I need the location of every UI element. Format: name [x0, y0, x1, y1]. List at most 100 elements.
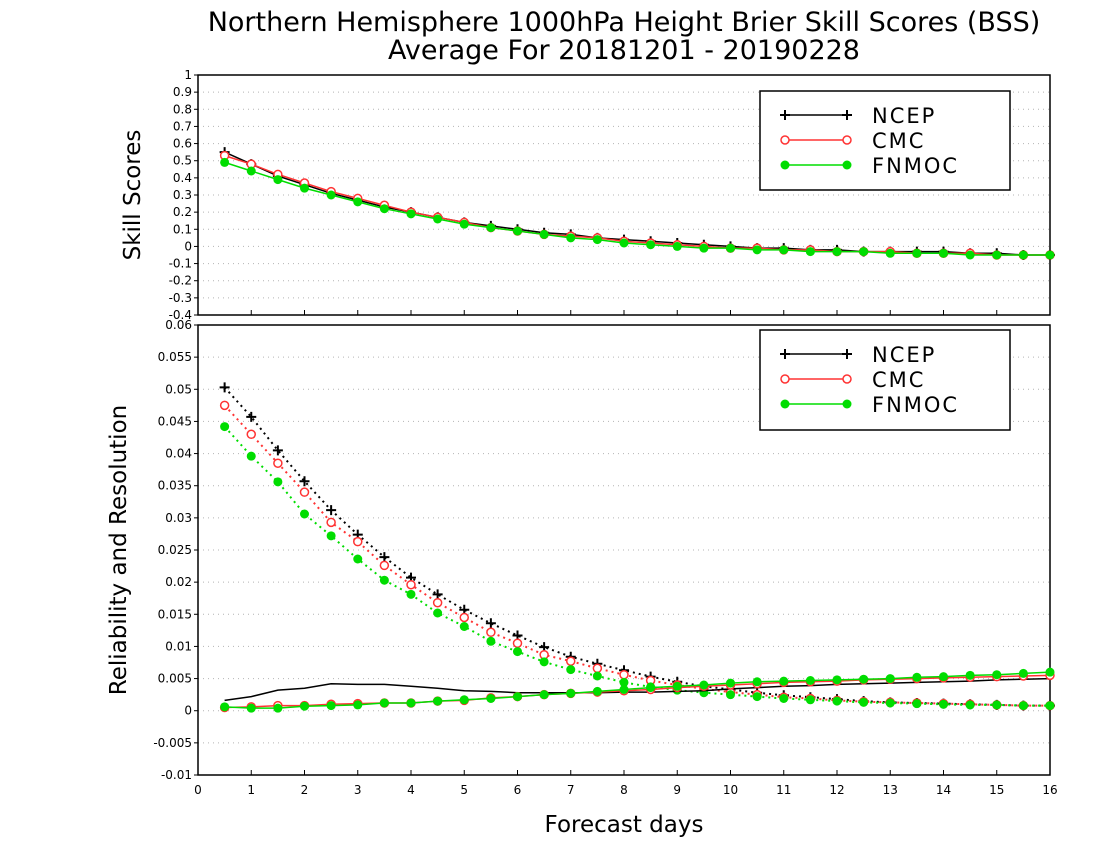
fnmoc-reliability-point — [965, 700, 975, 710]
y-tick-label: 0.055 — [158, 350, 192, 364]
fnmoc-resolution-point — [406, 698, 416, 708]
fnmoc-resolution-point — [912, 672, 922, 682]
legend-marker — [780, 349, 790, 359]
y-tick-label: 0 — [184, 239, 192, 253]
y-tick-label: 0.02 — [165, 575, 192, 589]
legend-marker — [842, 399, 852, 409]
fnmoc-reliability-point — [1018, 701, 1028, 711]
cmc-reliability-point — [619, 669, 629, 680]
reliability-resolution-panel: -0.01 -0.005 0 0.005 0.01 0.015 0.02 0.025 0.03 0… — [106, 318, 1058, 797]
cmc-reliability-point — [459, 612, 469, 623]
x-tick-label: 1 — [247, 783, 255, 797]
y-tick-label: 0.3 — [173, 188, 192, 202]
fnmoc-point — [1018, 250, 1028, 260]
x-tick-label: 11 — [776, 783, 791, 797]
cmc-reliability-point — [486, 627, 496, 638]
cmc-reliability-point — [592, 663, 603, 674]
fnmoc-point — [539, 229, 549, 239]
fnmoc-resolution-point — [885, 674, 895, 684]
fnmoc-resolution-point — [220, 702, 230, 712]
x-tick-label: 8 — [620, 783, 628, 797]
fnmoc-reliability-point — [433, 608, 443, 618]
fnmoc-reliability-point — [939, 699, 948, 709]
y-tick-label: 0.6 — [173, 137, 192, 151]
fnmoc-resolution-point — [592, 686, 602, 696]
ncep-reliability-line — [223, 386, 1050, 707]
fnmoc-reliability-point — [246, 451, 256, 461]
fnmoc-reliability-point — [859, 697, 869, 707]
cmc-reliability-point — [219, 400, 230, 411]
fnmoc-resolution-point — [326, 701, 336, 711]
y-tick-label: 0.05 — [165, 382, 192, 396]
fnmoc-reliability-line — [223, 425, 1050, 707]
fnmoc-resolution-point — [353, 700, 363, 710]
fnmoc-point — [859, 247, 869, 257]
fnmoc-resolution-point — [300, 701, 309, 711]
fnmoc-resolution-point — [566, 688, 576, 698]
fnmoc-point — [912, 248, 922, 258]
x-tick-label: 12 — [829, 783, 844, 797]
legend-marker — [780, 160, 790, 170]
fnmoc-resolution-point — [672, 681, 682, 691]
fnmoc-reliability-point — [885, 698, 895, 708]
fnmoc-point — [832, 247, 842, 257]
y-tick-label: -0.3 — [169, 291, 192, 305]
fnmoc-point — [566, 233, 576, 243]
y-tick-label: -0.005 — [153, 736, 192, 750]
fnmoc-resolution-point — [539, 690, 549, 700]
fnmoc-reliability-point — [566, 665, 576, 675]
cmc-reliability-point — [512, 638, 523, 648]
fnmoc-resolution-point — [1045, 667, 1055, 677]
y-tick-label: -0.01 — [161, 768, 192, 782]
y-tick-label: 0.04 — [165, 447, 192, 461]
legend-marker — [842, 110, 852, 120]
ncep-reliability-point — [219, 382, 230, 393]
x-tick-label: 6 — [514, 783, 522, 797]
fnmoc-reliability-point — [912, 699, 922, 709]
legend-box — [759, 329, 1011, 431]
chart-title-line1: Northern Hemisphere 1000hPa Height Brier… — [208, 7, 1041, 38]
fnmoc-point — [939, 248, 948, 258]
fnmoc-reliability-point — [353, 554, 363, 564]
fnmoc-point — [406, 209, 416, 219]
fnmoc-resolution-point — [513, 692, 522, 702]
fnmoc-resolution-point — [779, 676, 789, 686]
ncep-reliability-point — [432, 589, 443, 600]
x-tick-label: 14 — [936, 783, 951, 797]
legend-marker — [842, 160, 852, 170]
cmc-reliability-point — [299, 487, 310, 497]
fnmoc-resolution-point — [832, 675, 842, 685]
cmc-reliability-point — [566, 656, 576, 666]
fnmoc-point — [965, 250, 975, 260]
x-tick-label: 15 — [989, 783, 1004, 797]
cmc-reliability-point — [353, 536, 363, 547]
fnmoc-resolution-point — [646, 683, 656, 693]
ncep-reliability-point — [485, 618, 496, 629]
legend-marker — [842, 349, 852, 359]
y-tick-label: 0.5 — [173, 154, 192, 168]
fnmoc-point — [300, 183, 309, 193]
fnmoc-reliability-point — [406, 589, 416, 599]
fnmoc-reliability-point — [805, 695, 815, 705]
fnmoc-resolution-point — [1018, 668, 1028, 678]
fnmoc-point — [326, 190, 336, 200]
y-tick-label: 0.03 — [165, 511, 192, 525]
fnmoc-point — [885, 248, 895, 258]
fnmoc-resolution-point — [939, 672, 948, 682]
fnmoc-point — [1045, 250, 1055, 260]
y-tick-label: 0.7 — [173, 119, 192, 133]
legend-marker — [780, 399, 790, 409]
y-tick-label: -0.2 — [169, 274, 192, 288]
plot-frame — [197, 324, 1051, 776]
y-tick-label: 0.035 — [158, 479, 192, 493]
fnmoc-reliability-point — [779, 694, 789, 703]
fnmoc-reliability-point — [992, 700, 1002, 710]
cmc-reliability-point — [273, 458, 283, 468]
fnmoc-resolution-point — [486, 694, 496, 703]
y-tick-label: 1 — [184, 68, 192, 82]
legend-label: NCEP — [872, 104, 936, 128]
fnmoc-point — [752, 245, 762, 255]
x-tick-label: 2 — [301, 783, 309, 797]
fnmoc-reliability-point — [1045, 701, 1055, 711]
